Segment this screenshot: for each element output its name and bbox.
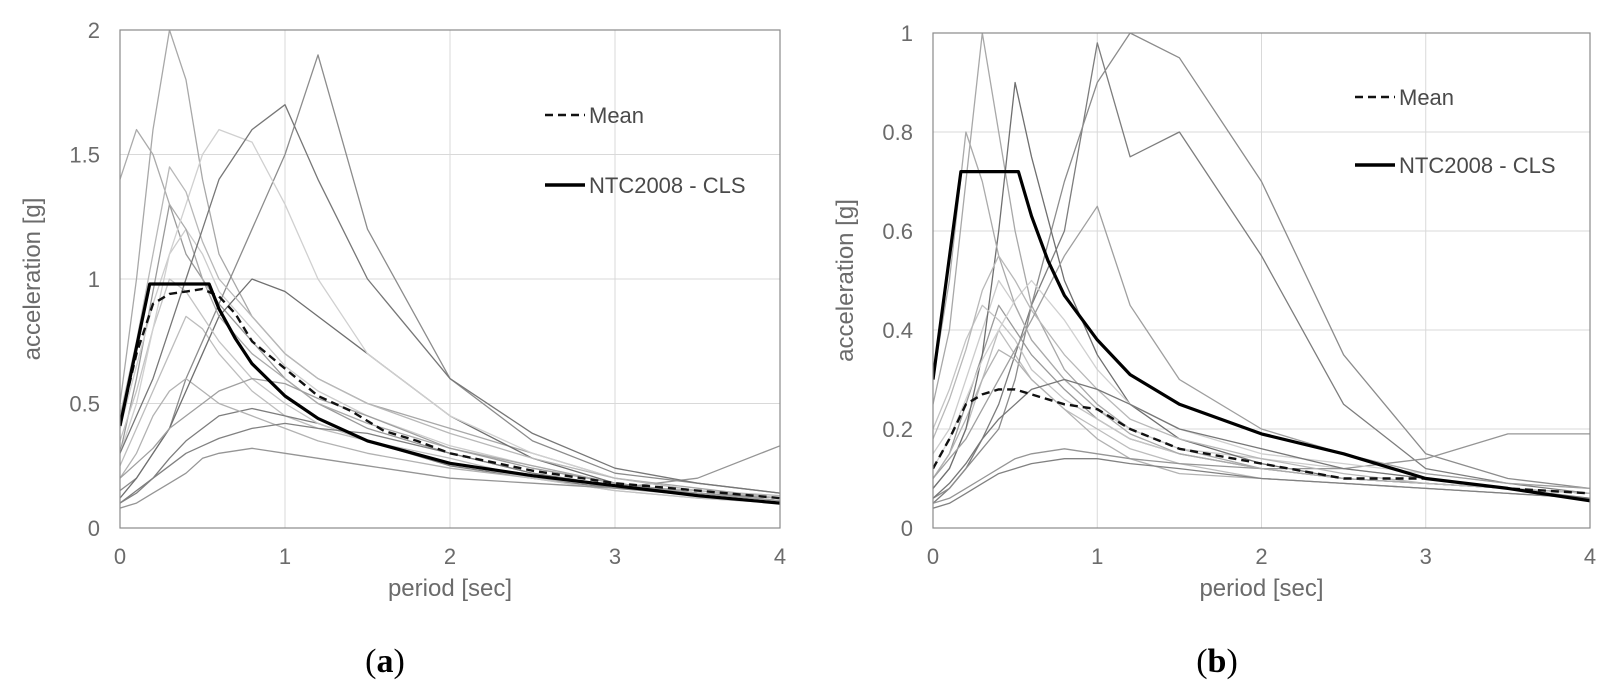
y-axis-label: acceleration [g] xyxy=(832,199,859,362)
record-spectrum-line xyxy=(120,128,780,502)
record-spectrum-line xyxy=(120,445,780,509)
y-tick-label: 2 xyxy=(88,18,100,43)
x-tick-label: 2 xyxy=(444,544,456,569)
x-tick-label: 0 xyxy=(927,544,939,569)
y-tick-label: 1 xyxy=(901,21,913,46)
legend-entry-label: NTC2008 - CLS xyxy=(1399,153,1556,178)
y-tick-label: 0.2 xyxy=(882,417,913,442)
record-spectrum-line xyxy=(120,128,780,499)
chart-panel-b: 0 1 2 3 4 0 0.2 0.4 0.6 0.8 1 period [sec] accelerat… xyxy=(832,21,1596,680)
y-tick-label: 1.5 xyxy=(69,143,100,168)
legend: Mean NTC2008 - CLS xyxy=(1355,85,1556,178)
x-tick-label: 0 xyxy=(114,544,126,569)
y-tick-label: 0.6 xyxy=(882,219,913,244)
record-spectrum-line xyxy=(933,458,1590,509)
y-axis-label: acceleration [g] xyxy=(19,198,46,361)
legend: Mean NTC2008 - CLS xyxy=(545,103,746,198)
record-spectrum-line xyxy=(933,33,1590,499)
main-series xyxy=(120,282,780,505)
record-spectrum-line xyxy=(933,131,1590,495)
chart-panel-a: 0 1 2 3 4 0 0.5 1 1.5 2 period [sec] acceleration [… xyxy=(19,18,786,680)
record-spectrum-line xyxy=(933,378,1590,499)
x-axis-label: period [sec] xyxy=(1199,575,1323,602)
y-tick-label: 0.8 xyxy=(882,120,913,145)
mean-series-line xyxy=(933,388,1590,495)
record-spectrum-line xyxy=(120,278,780,502)
x-tick-label: 1 xyxy=(279,544,291,569)
panel-label: (b) xyxy=(1196,643,1238,680)
record-spectrum-line xyxy=(120,278,780,504)
mean-series-line xyxy=(120,287,780,500)
y-tick-label: 0 xyxy=(901,516,913,541)
y-tick-label: 1 xyxy=(88,267,100,292)
main-series xyxy=(933,170,1590,503)
record-spectrum-line xyxy=(120,104,780,494)
record-spectrum-line xyxy=(933,42,1590,504)
x-tick-label: 4 xyxy=(1584,544,1596,569)
y-tick-label: 0.4 xyxy=(882,318,913,343)
legend-entry-label: Mean xyxy=(589,103,644,128)
record-spectrum-line xyxy=(933,279,1590,490)
x-tick-label: 3 xyxy=(609,544,621,569)
ntc2008-cls-series-line xyxy=(933,170,1590,503)
record-spectrum-line xyxy=(120,166,780,499)
legend-entry-label: NTC2008 - CLS xyxy=(589,173,746,198)
record-spectrum-line xyxy=(933,205,1590,490)
y-tick-label: 0 xyxy=(88,516,100,541)
record-spectrum-line xyxy=(120,407,780,504)
panel-label: (a) xyxy=(365,643,405,680)
y-tick-label: 0.5 xyxy=(69,392,100,417)
x-tick-label: 2 xyxy=(1255,544,1267,569)
plot-frame xyxy=(932,32,1591,529)
legend-entry-label: Mean xyxy=(1399,85,1454,110)
x-tick-label: 1 xyxy=(1091,544,1103,569)
x-tick-label: 4 xyxy=(774,544,786,569)
plot-frame xyxy=(119,29,781,529)
ntc2008-cls-series-line xyxy=(120,282,780,505)
x-tick-label: 3 xyxy=(1420,544,1432,569)
x-axis-label: period [sec] xyxy=(388,575,512,602)
